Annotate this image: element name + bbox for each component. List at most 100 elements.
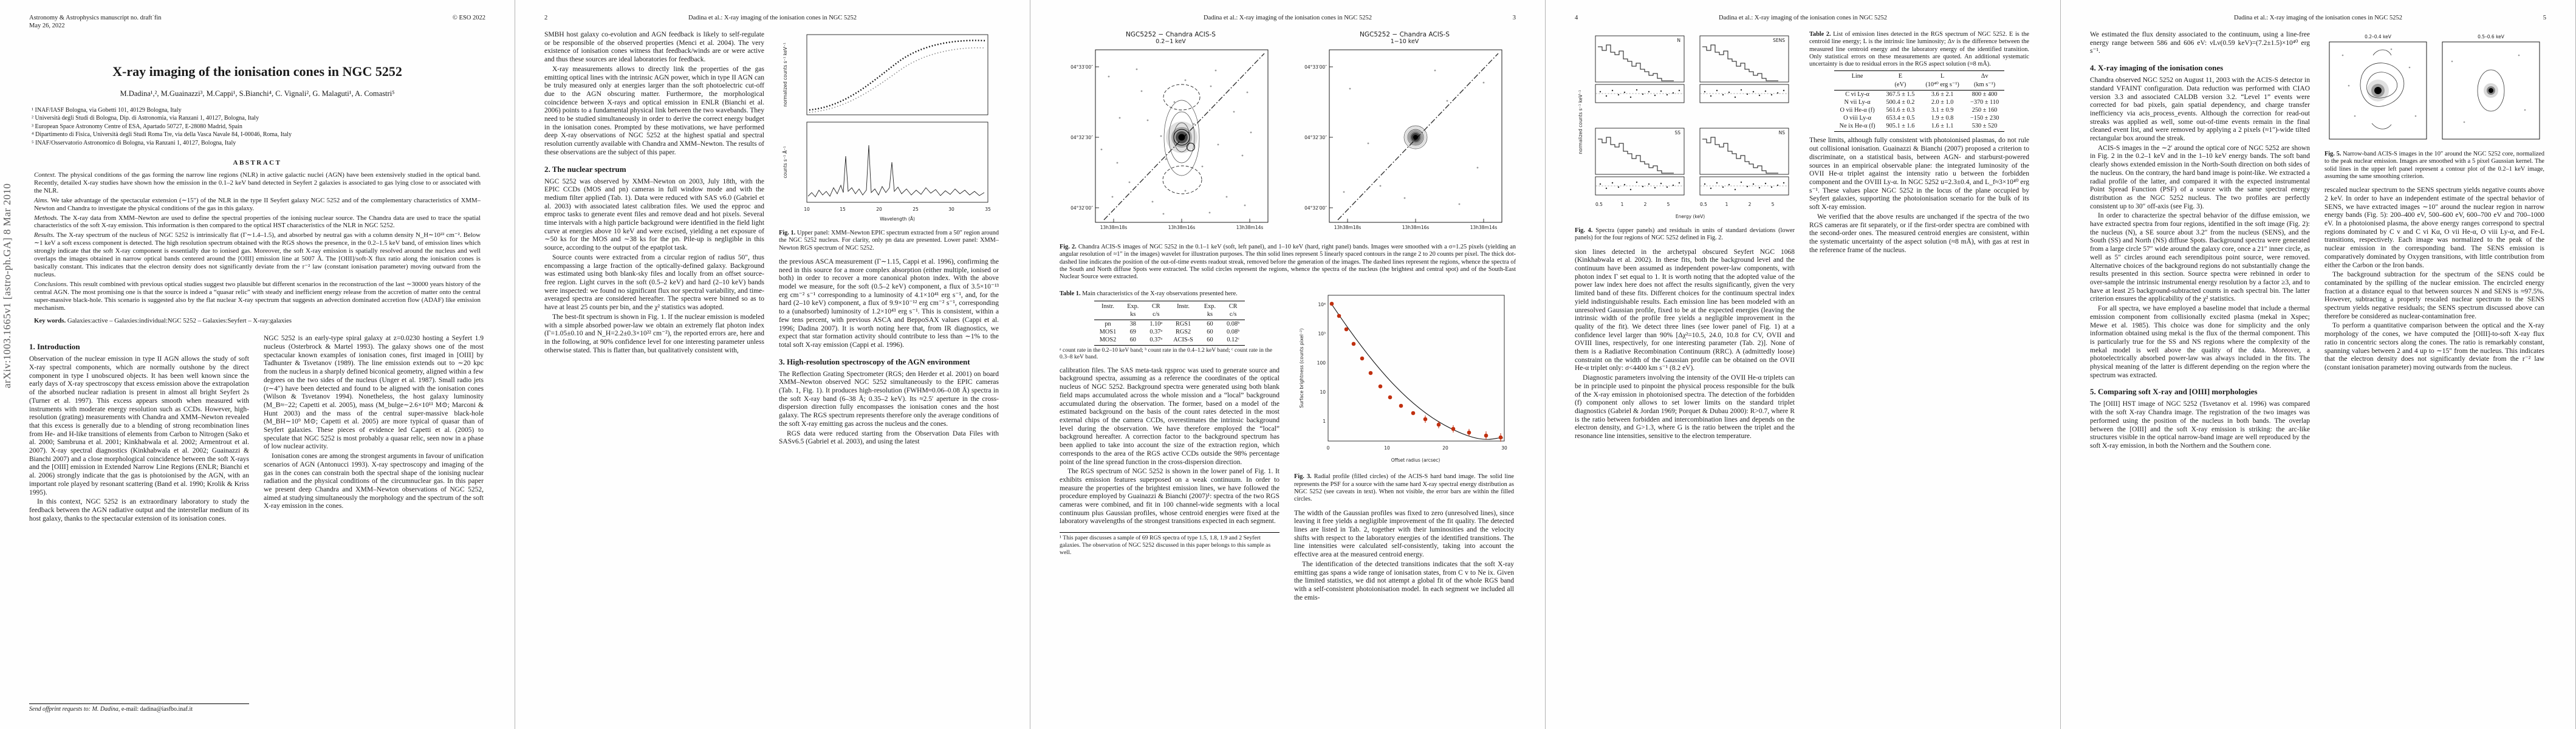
axis-label: Surface brightness (counts pixel⁻²) [1299, 329, 1304, 408]
body-paragraph: The RGS spectrum of NGC 5252 is shown in… [1060, 468, 1279, 525]
table-cell: 1.6 ± 1.1 [1920, 122, 1965, 132]
body-paragraph: The width of the Gaussian profiles was f… [1294, 509, 1514, 559]
intro-columns: 1. Introduction Observation of the nucle… [29, 335, 485, 524]
spectrum-panel-ns [1699, 128, 1789, 196]
tick-label: 10 [1320, 389, 1326, 395]
affiliation-item: ³ European Space Astronomy Centre of ESA… [32, 123, 242, 130]
fig5-caption: Fig. 5. Narrow-band ACIS-S images in the… [2324, 151, 2544, 180]
tick-label: 25 [913, 207, 919, 212]
narrow-band-images: 0.2–0.4 keV 0.5–0.6 keV [2329, 34, 2540, 140]
body-paragraph: In order to characterize the spectral be… [2090, 212, 2310, 303]
text-column-left: N SENS SS NS 0.5 1 2 5 0.5 1 2 5 [1575, 31, 1795, 442]
abstract-results-text: The X-ray spectrum of the nucleus of NGC… [34, 231, 481, 278]
table-header: Line [1834, 70, 1881, 81]
tick-label: 10³ [1318, 331, 1326, 337]
table-cell: 1.10ᵃ [1149, 320, 1163, 327]
spectrum-panel-ss [1595, 128, 1685, 196]
figure-2: NGC5252 − Chandra ACIS-S 0.2−1 keV [1060, 31, 1516, 241]
tick-label: 10⁴ [1318, 302, 1326, 307]
nucleus-region [1173, 129, 1190, 146]
table-cell: 60 [1207, 320, 1213, 327]
table-header: Instr. [1168, 300, 1199, 310]
tick-label: 30 [948, 207, 954, 212]
section-heading-xray-imaging: 4. X-ray imaging of the ionisation cones [2090, 63, 2224, 73]
abstract-conclusions: Conclusions. This result combined with p… [34, 281, 481, 312]
table-units: ks [1122, 310, 1145, 320]
axis-label: Wavelength (Å) [880, 216, 915, 222]
table-row: MOS1 69 0.37ᵃ RGS2 60 0.08ᵇ [1094, 328, 1245, 336]
field-sources [2451, 54, 2526, 123]
tick-label: 04°32′00″ [1304, 205, 1327, 211]
table-header: Δv [1964, 70, 2005, 81]
keywords-label: Key words. [34, 317, 66, 325]
tick-label: 13h38m18s [1334, 225, 1362, 230]
tick-label: 35 [985, 207, 991, 212]
table-cell: 800 ± 400 [1971, 91, 1998, 98]
abstract-aims-label: Aims. [34, 196, 49, 204]
fig2-caption: Fig. 2. Chandra ACIS-S images of NGC 525… [1060, 244, 1516, 281]
table-units: c/s [1221, 310, 1245, 320]
fig3-caption-text: Radial profile (filled circles) of the A… [1294, 473, 1515, 503]
north-spot-region [1163, 84, 1201, 111]
text-column-left: SMBH host galaxy co-evolution and AGN fe… [544, 31, 764, 448]
affiliation-item: ² Università degli Studi di Bologna, Dip… [32, 115, 259, 122]
table-cell: 561.6 ± 0.3 [1886, 107, 1915, 114]
table-cell: MOS2 [1094, 335, 1122, 346]
body-paragraph: the previous ASCA measurement (Γ∼1.15, C… [779, 258, 999, 349]
table1-label: Table 1. [1060, 290, 1081, 298]
body-paragraph: The [OIII] HST image of NGC 5252 (Tsveta… [2090, 400, 2310, 450]
offprint-email: e-mail: dadina@iasfbo.inaf.it [121, 706, 193, 713]
fig2-soft-panel: NGC5252 − Chandra ACIS-S 0.2−1 keV [1060, 31, 1282, 241]
table-cell: MOS1 [1099, 328, 1117, 335]
spectrum-panel-sens [1699, 35, 1789, 103]
table-row: MOS2 60 0.37ᵃ ACIS-S 60 0.12ᶜ [1094, 335, 1245, 346]
table-row: pn 38 1.10ᵃ RGS1 60 0.08ᵇ [1094, 320, 1245, 328]
running-title: Dadina et al.: X-ray imaging of the ioni… [1718, 15, 1888, 21]
author-list: M.Dadina¹,², M.Guainazzi³, M.Cappi¹, S.B… [120, 89, 395, 98]
table-cell: 3.1 ± 0.9 [1931, 107, 1954, 114]
band-label: 0.5–0.6 keV [2478, 34, 2505, 39]
body-paragraph: rescaled nuclear spectrum to the SENS sp… [2324, 187, 2544, 269]
table-units: c/s [1144, 310, 1168, 320]
manuscript-note: Astronomy & Astrophysics manuscript no. … [29, 15, 162, 21]
table-cell: ACIS-S [1168, 335, 1199, 346]
table-units: ks [1198, 310, 1222, 320]
epic-mos-data-series [809, 47, 986, 113]
table-cell: O viii Ly-α [1843, 115, 1872, 122]
abstract-conclusions-text: This result combined with previous optic… [34, 280, 481, 312]
field-sources [2341, 48, 2417, 117]
affiliation-item: ⁴ Dipartimento di Fisica, Università deg… [32, 131, 292, 139]
text-column-left: Table 1. Main characteristics of the X-r… [1060, 290, 1279, 603]
table1-caption-text: Main characteristics of the X-ray observ… [1082, 290, 1238, 298]
epic-rgs-spectrum-plot: normalized counts s⁻¹ keV⁻¹ counts s⁻¹ Å… [783, 34, 991, 222]
body-paragraph: These limits, although fully consistent … [1809, 137, 2029, 211]
body-paragraph: The best-fit spectrum is shown in Fig. 1… [544, 313, 764, 354]
table-cell: 1.9 ± 0.8 [1931, 115, 1954, 122]
section-heading-nuclear-spectrum: 2. The nuclear spectrum [544, 164, 626, 174]
table-cell: O vii He-α (f) [1840, 107, 1875, 114]
axis-label: Energy (keV) [1676, 214, 1705, 219]
abstract-heading: ABSTRACT [233, 159, 282, 167]
table-cell: 0.37ᵃ [1144, 335, 1168, 346]
tick-label: 04°33′00″ [1304, 64, 1327, 70]
page-4: 4 Dadina et al.: X-ray imaging of the io… [1546, 0, 2061, 729]
rgs-spectrum-trace [807, 145, 985, 197]
brightness-contours [1403, 125, 1428, 149]
offprint-footnote: Send offprint requests to: M. Dadina, e-… [29, 703, 249, 713]
tick-label: 20 [876, 207, 882, 212]
body-paragraph: NGC 5252 is an early-type spiral galaxy … [264, 335, 484, 451]
body-paragraph: Diagnostic parameters involving the inte… [1575, 374, 1795, 440]
section-heading-rgs: 3. High-resolution spectroscopy of the A… [779, 357, 970, 366]
page2-columns: SMBH host galaxy co-evolution and AGN fe… [544, 31, 1001, 448]
table-row: O viii Ly-α 653.4 ± 0.5 1.9 ± 0.8 −150 ± 23… [1834, 114, 2005, 122]
contour-lines [2360, 49, 2405, 129]
narrow-band-panel-2 [2442, 41, 2540, 140]
table-cell: 905.1 ± 1.6 [1880, 122, 1920, 132]
body-paragraph: Chandra observed NGC 5252 on August 11, … [2090, 77, 2310, 143]
fig1-caption: Fig. 1. Upper panel: XMM–Newton EPIC spe… [779, 230, 999, 252]
contour-lines [2477, 69, 2505, 112]
fig4-label: Fig. 4. [1575, 227, 1593, 234]
table-header: Instr. [1094, 300, 1122, 310]
axis-ticks [1329, 66, 1484, 222]
text-column-right: 10⁴ 10³ 100 10 1 0 10 20 30 Surface brig… [1294, 290, 1514, 603]
